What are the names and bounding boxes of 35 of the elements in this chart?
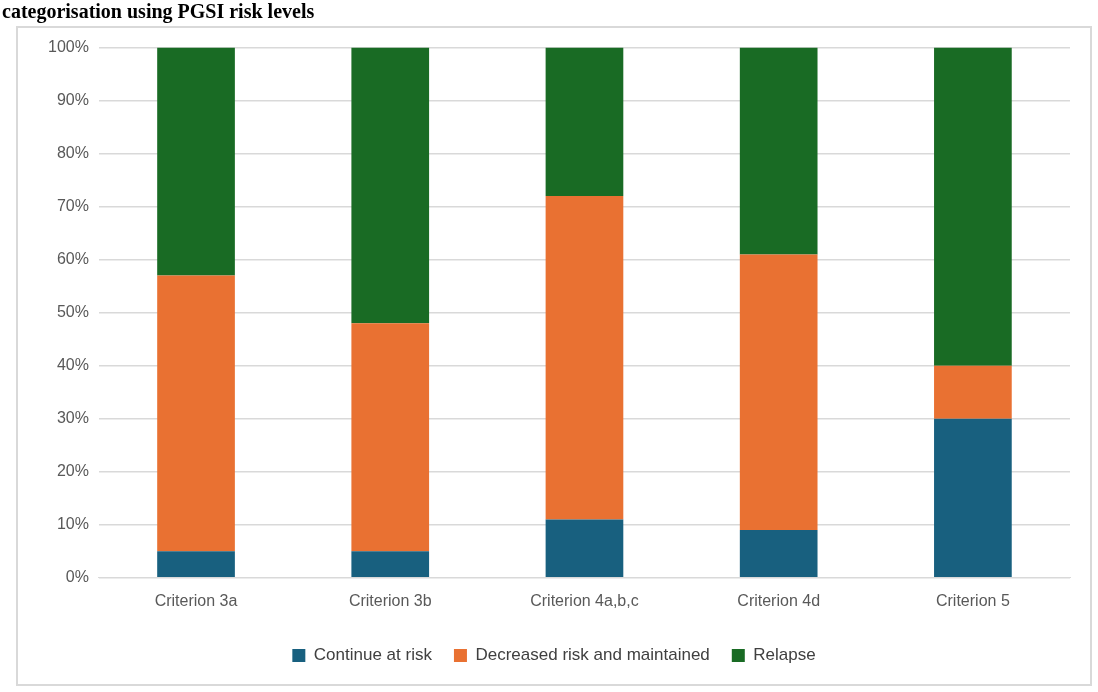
bar: [351, 47, 430, 324]
bar: [934, 365, 1012, 419]
y-tick-label: 20%: [56, 462, 89, 480]
legend-label: Relapse: [753, 645, 816, 665]
y-tick-label: 90%: [56, 91, 89, 109]
bar: [934, 47, 1012, 366]
bar: [934, 418, 1012, 578]
x-tick-label: Criterion 5: [935, 591, 1010, 609]
bar: [351, 551, 430, 578]
bar: [351, 323, 430, 552]
y-tick-label: 100%: [48, 38, 89, 56]
bar: [545, 519, 624, 578]
bar: [157, 275, 235, 552]
y-tick-label: 40%: [56, 356, 89, 374]
bar: [545, 196, 624, 520]
y-tick-label: 0%: [65, 568, 89, 586]
x-tick-label: Criterion 4a,b,c: [530, 591, 639, 609]
x-tick-label: Criterion 3b: [348, 591, 432, 609]
x-tick-label: Criterion 4d: [737, 591, 821, 609]
y-tick-label: 50%: [56, 303, 89, 321]
legend-label: Continue at risk: [313, 645, 433, 665]
chart-title: categorisation using PGSI risk levels: [2, 0, 315, 23]
bar: [739, 254, 818, 531]
bar: [739, 47, 818, 255]
bar: [157, 47, 235, 276]
y-tick-label: 60%: [56, 250, 89, 268]
legend-label: Decreased risk and maintained: [475, 645, 710, 665]
y-tick-label: 80%: [56, 144, 89, 162]
y-tick-label: 30%: [56, 409, 89, 427]
x-tick-label: Criterion 3a: [154, 591, 238, 609]
y-tick-label: 10%: [56, 515, 89, 533]
bar: [739, 530, 818, 578]
bar: [545, 47, 624, 197]
bar: [157, 551, 235, 578]
y-tick-label: 70%: [56, 197, 89, 215]
